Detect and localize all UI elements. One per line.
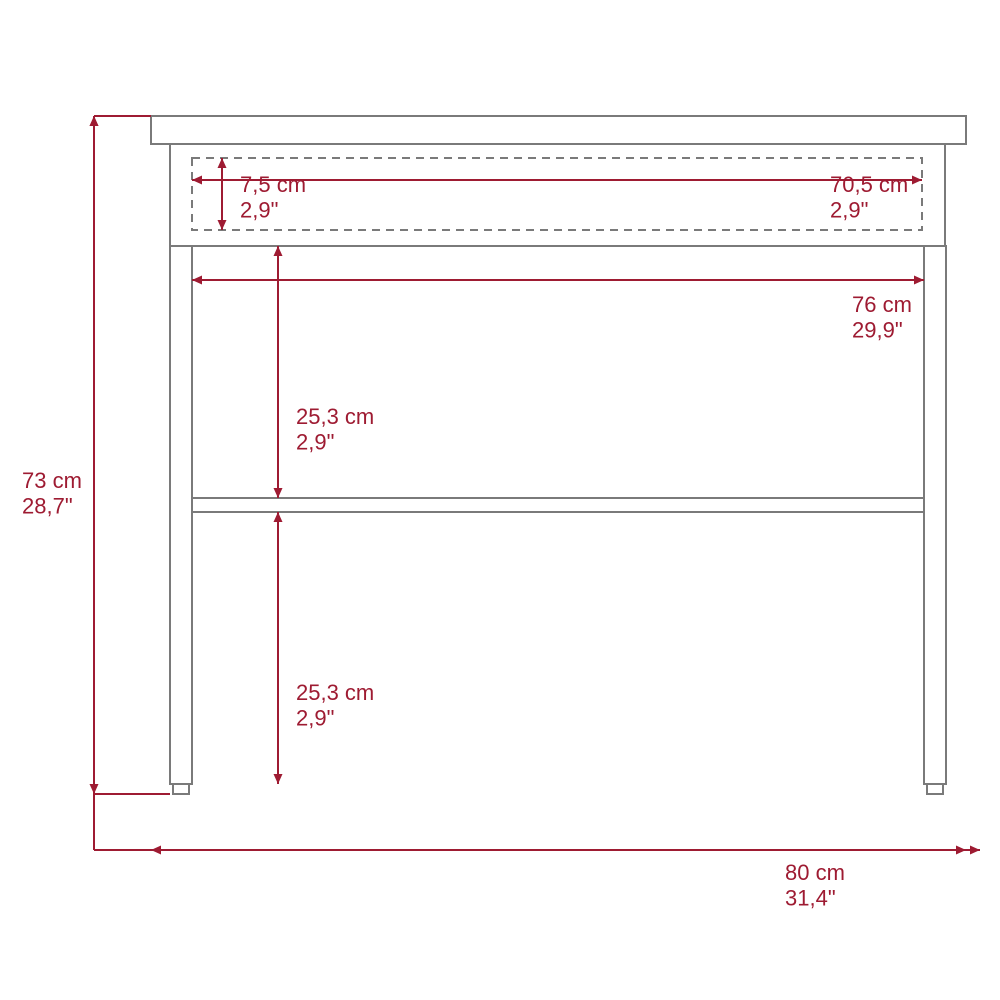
dim-overall-width: 80 cm31,4" [785,860,845,910]
dim-inner-width: 76 cm29,9" [852,292,912,342]
dim-overall-height: 73 cm28,7" [22,468,82,518]
dim-lower-gap: 25,3 cm2,9" [296,680,374,730]
dimension-diagram: 73 cm28,7"80 cm31,4"7,5 cm2,9"70,5 cm2,9… [0,0,1000,1000]
dim-drawer-width: 70,5 cm2,9" [830,172,908,222]
dim-upper-gap: 25,3 cm2,9" [296,404,374,454]
